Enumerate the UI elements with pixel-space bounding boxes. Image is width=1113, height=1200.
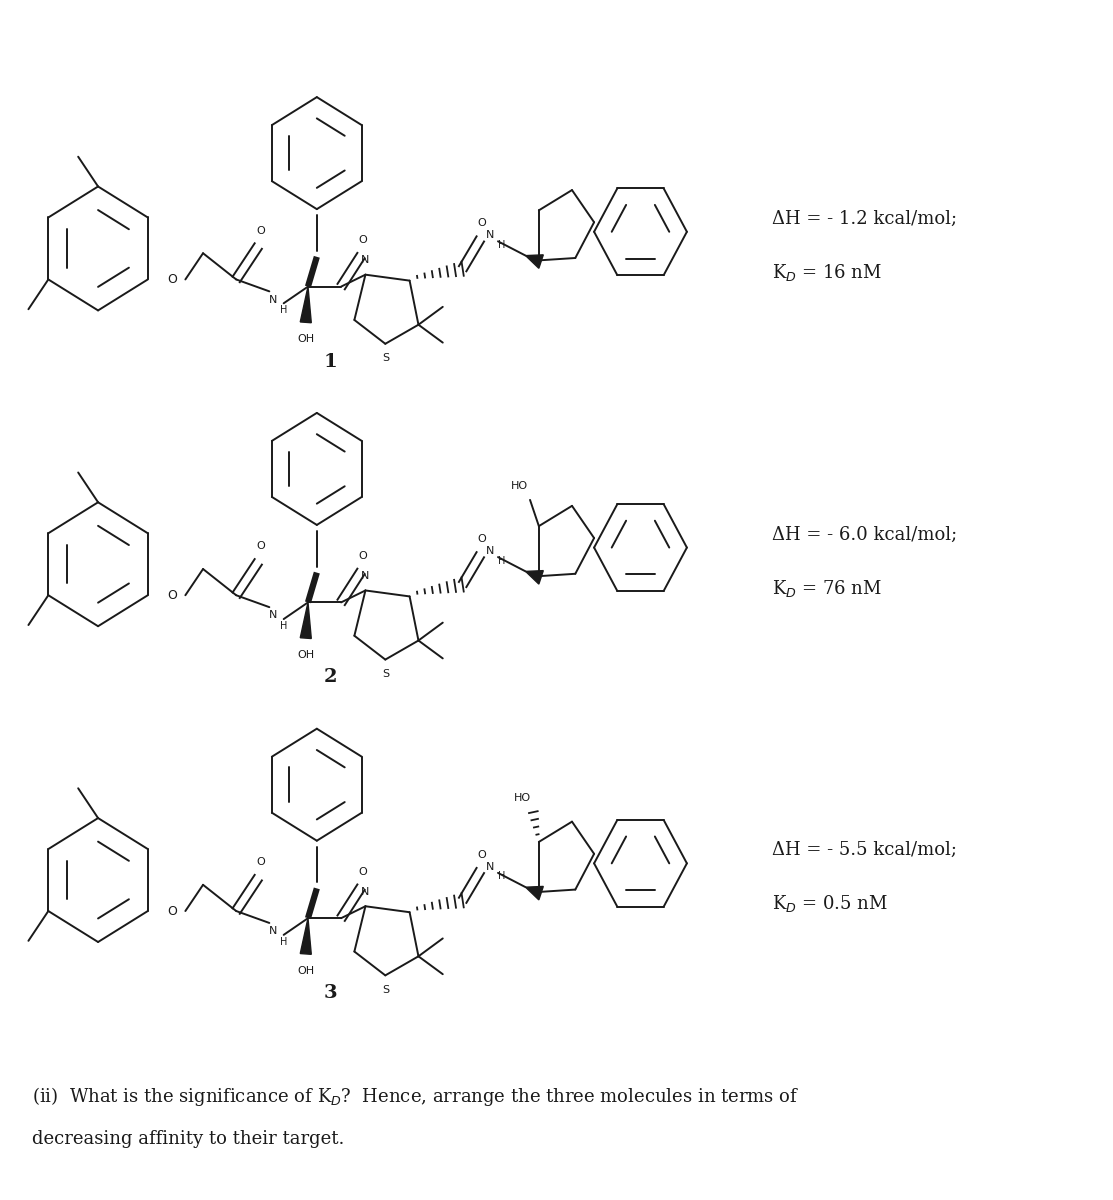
Text: 2: 2 xyxy=(323,668,337,686)
Text: N: N xyxy=(268,295,277,305)
Text: H: H xyxy=(498,871,505,882)
Text: O: O xyxy=(256,226,265,235)
Text: (ii)  What is the significance of K$_D$?  Hence, arrange the three molecules in : (ii) What is the significance of K$_D$? … xyxy=(32,1086,799,1109)
Text: O: O xyxy=(167,905,177,918)
Text: S: S xyxy=(382,353,388,364)
Text: O: O xyxy=(358,866,367,877)
Text: K$_D$ = 16 nM: K$_D$ = 16 nM xyxy=(772,262,881,283)
Text: N: N xyxy=(268,611,277,620)
Text: H: H xyxy=(498,556,505,565)
Text: H: H xyxy=(280,937,287,947)
Text: N: N xyxy=(362,887,370,896)
Text: OH: OH xyxy=(297,650,314,660)
Polygon shape xyxy=(525,254,543,269)
Text: O: O xyxy=(358,551,367,560)
Text: 1: 1 xyxy=(323,353,337,371)
Text: HO: HO xyxy=(511,480,528,491)
Text: O: O xyxy=(256,541,265,551)
Text: ΔH = - 6.0 kcal/mol;: ΔH = - 6.0 kcal/mol; xyxy=(772,526,957,544)
Polygon shape xyxy=(301,287,312,323)
Polygon shape xyxy=(525,571,543,584)
Polygon shape xyxy=(525,887,543,900)
Text: O: O xyxy=(256,857,265,868)
Text: O: O xyxy=(477,218,485,228)
Text: H: H xyxy=(498,240,505,250)
Text: K$_D$ = 0.5 nM: K$_D$ = 0.5 nM xyxy=(772,893,888,914)
Text: N: N xyxy=(486,862,494,872)
Text: H: H xyxy=(280,622,287,631)
Text: N: N xyxy=(486,230,494,240)
Text: K$_D$ = 76 nM: K$_D$ = 76 nM xyxy=(772,577,881,599)
Text: S: S xyxy=(382,668,388,679)
Text: O: O xyxy=(358,235,367,245)
Text: O: O xyxy=(477,850,485,860)
Text: O: O xyxy=(167,272,177,286)
Text: N: N xyxy=(268,926,277,936)
Text: O: O xyxy=(167,589,177,601)
Polygon shape xyxy=(301,602,312,638)
Text: ΔH = - 5.5 kcal/mol;: ΔH = - 5.5 kcal/mol; xyxy=(772,841,957,859)
Text: 3: 3 xyxy=(323,984,337,1002)
Text: H: H xyxy=(280,306,287,316)
Text: HO: HO xyxy=(514,793,531,803)
Text: N: N xyxy=(486,546,494,556)
Text: N: N xyxy=(362,256,370,265)
Text: O: O xyxy=(477,534,485,545)
Text: decreasing affinity to their target.: decreasing affinity to their target. xyxy=(32,1129,344,1147)
Text: ΔH = - 1.2 kcal/mol;: ΔH = - 1.2 kcal/mol; xyxy=(772,210,957,228)
Text: S: S xyxy=(382,985,388,995)
Text: N: N xyxy=(362,571,370,581)
Text: OH: OH xyxy=(297,334,314,344)
Text: OH: OH xyxy=(297,966,314,976)
Polygon shape xyxy=(301,918,312,954)
